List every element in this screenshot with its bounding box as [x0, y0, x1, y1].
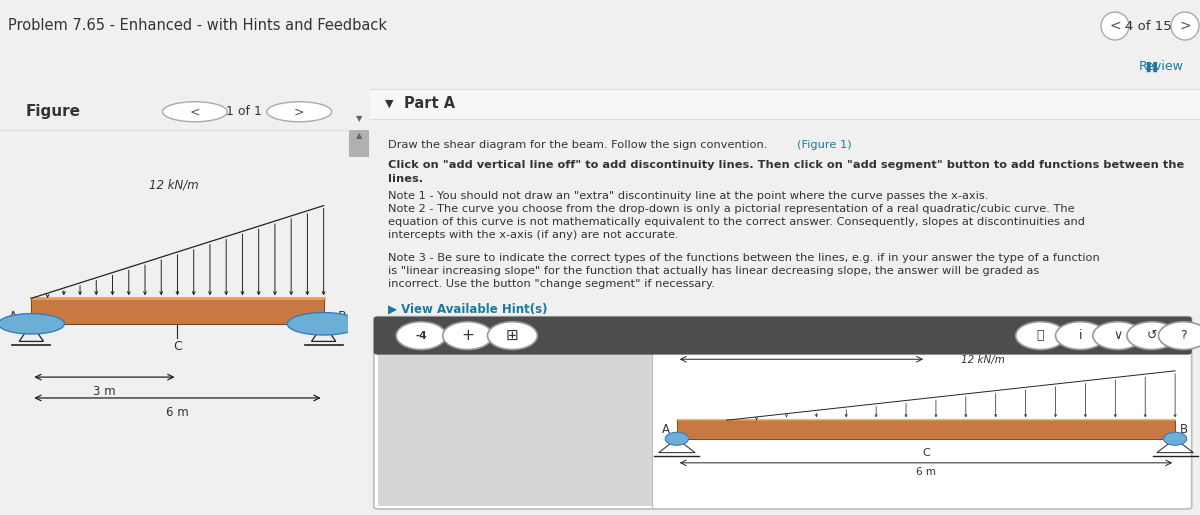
- Circle shape: [1056, 322, 1105, 350]
- Text: Note 1 - You should not draw an "extra" discontinuity line at the point where th: Note 1 - You should not draw an "extra" …: [388, 191, 989, 200]
- Text: A: A: [8, 310, 18, 323]
- Text: <: <: [1109, 19, 1121, 33]
- Text: ▶ View Available Hint(s): ▶ View Available Hint(s): [388, 303, 547, 316]
- Text: Click on "add vertical line off" to add discontinuity lines. Then click on "add : Click on "add vertical line off" to add …: [388, 161, 1184, 184]
- Text: 6 m: 6 m: [916, 468, 936, 477]
- Text: i: i: [1079, 329, 1082, 342]
- Text: Note 3 - Be sure to indicate the correct types of the functions between the line: Note 3 - Be sure to indicate the correct…: [388, 253, 1099, 289]
- Text: ⊞: ⊞: [506, 328, 518, 343]
- Text: -4: -4: [415, 331, 427, 340]
- Text: 3 m: 3 m: [94, 385, 115, 399]
- Text: Problem 7.65 - Enhanced - with Hints and Feedback: Problem 7.65 - Enhanced - with Hints and…: [8, 18, 386, 33]
- Text: >: >: [1180, 19, 1190, 33]
- Bar: [378, 353, 652, 506]
- Text: >: >: [294, 105, 305, 118]
- Text: +: +: [461, 328, 474, 343]
- Circle shape: [396, 322, 446, 350]
- Circle shape: [1102, 12, 1129, 40]
- Text: ?: ?: [1180, 329, 1187, 342]
- Text: ▲: ▲: [355, 131, 362, 140]
- Bar: [677, 420, 1175, 439]
- Text: Figure: Figure: [26, 104, 80, 119]
- Text: B: B: [1180, 423, 1188, 436]
- Circle shape: [1171, 12, 1199, 40]
- Text: ∨: ∨: [1114, 329, 1122, 342]
- Text: <: <: [190, 105, 200, 118]
- Circle shape: [665, 432, 689, 445]
- Circle shape: [162, 102, 227, 122]
- Text: B: B: [337, 310, 346, 323]
- Text: C: C: [922, 448, 930, 458]
- Text: 4 of 15: 4 of 15: [1124, 20, 1171, 32]
- Circle shape: [487, 322, 538, 350]
- Text: 6 m: 6 m: [166, 406, 188, 419]
- Circle shape: [443, 322, 492, 350]
- Text: (Figure 1): (Figure 1): [797, 140, 852, 149]
- FancyBboxPatch shape: [373, 317, 1192, 509]
- Circle shape: [1158, 322, 1200, 350]
- Text: ▼: ▼: [384, 98, 394, 109]
- Circle shape: [266, 102, 331, 122]
- Text: 1 of 1: 1 of 1: [226, 105, 262, 118]
- Text: 💡: 💡: [1037, 329, 1044, 342]
- Text: ▼: ▼: [355, 114, 362, 123]
- Bar: [349, 130, 368, 157]
- FancyBboxPatch shape: [373, 317, 1192, 355]
- Text: C: C: [173, 340, 182, 353]
- Circle shape: [0, 314, 65, 334]
- Circle shape: [1015, 322, 1066, 350]
- Text: 12 kN/m: 12 kN/m: [961, 355, 1004, 365]
- Text: Note 2 - The curve you choose from the drop-down is only a pictorial representat: Note 2 - The curve you choose from the d…: [388, 204, 1085, 240]
- Text: Part A: Part A: [404, 96, 456, 111]
- Bar: [31, 298, 324, 324]
- Circle shape: [1164, 432, 1187, 445]
- Circle shape: [287, 313, 360, 335]
- Text: ↺: ↺: [1146, 329, 1157, 342]
- Text: 3 m: 3 m: [792, 345, 811, 355]
- Text: Draw the shear diagram for the beam. Follow the sign convention.: Draw the shear diagram for the beam. Fol…: [388, 140, 770, 149]
- Text: A: A: [662, 423, 671, 436]
- Text: 12 kN/m: 12 kN/m: [149, 179, 199, 192]
- Circle shape: [1093, 322, 1142, 350]
- Text: Review: Review: [1139, 60, 1183, 73]
- Circle shape: [1127, 322, 1177, 350]
- Bar: [370, 89, 1200, 119]
- Text: ▐▐: ▐▐: [1142, 62, 1157, 72]
